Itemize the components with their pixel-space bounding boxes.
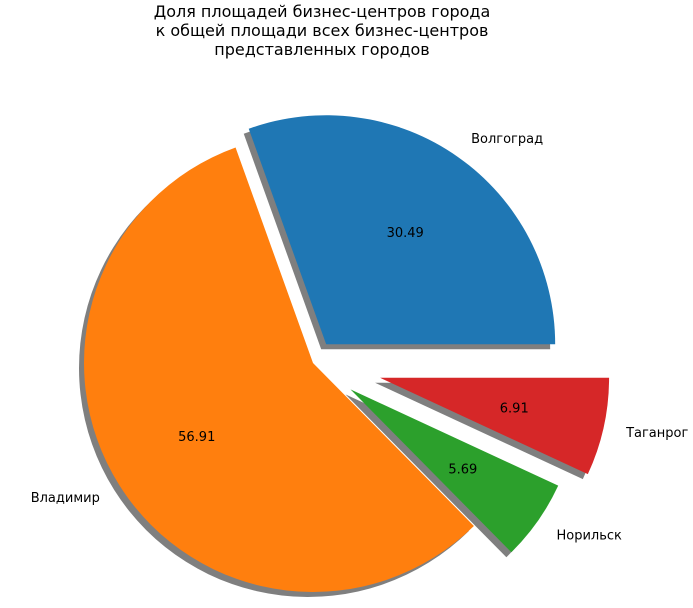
chart-title-line: к общей площади всех бизнес-центров [156,21,489,40]
chart-title: Доля площадей бизнес-центров города к общ… [154,2,491,59]
pie-slice-1 [248,115,556,345]
slice-value-label: 56.91 [178,430,215,445]
pie-wedges [83,115,610,592]
slice-value-label: 5.69 [448,462,477,477]
pie-slice-4 [380,377,610,475]
slice-value-label: 6.91 [500,401,529,416]
slice-category-label: Таганрог [625,426,688,441]
chart-title-line: Доля площадей бизнес-центров города [154,2,491,21]
pie-labels: Волгоград 30.49 Владимир 56.91 Норильск 5.69 Т… [31,132,689,543]
pie-slice-2 [83,147,474,592]
pie-slice-3 [350,389,559,553]
slice-category-label: Волгоград [471,132,543,147]
slice-value-label: 30.49 [387,226,424,241]
chart-title-line: представленных городов [214,40,429,59]
slice-category-label: Владимир [31,491,100,506]
slice-category-label: Норильск [557,528,623,543]
